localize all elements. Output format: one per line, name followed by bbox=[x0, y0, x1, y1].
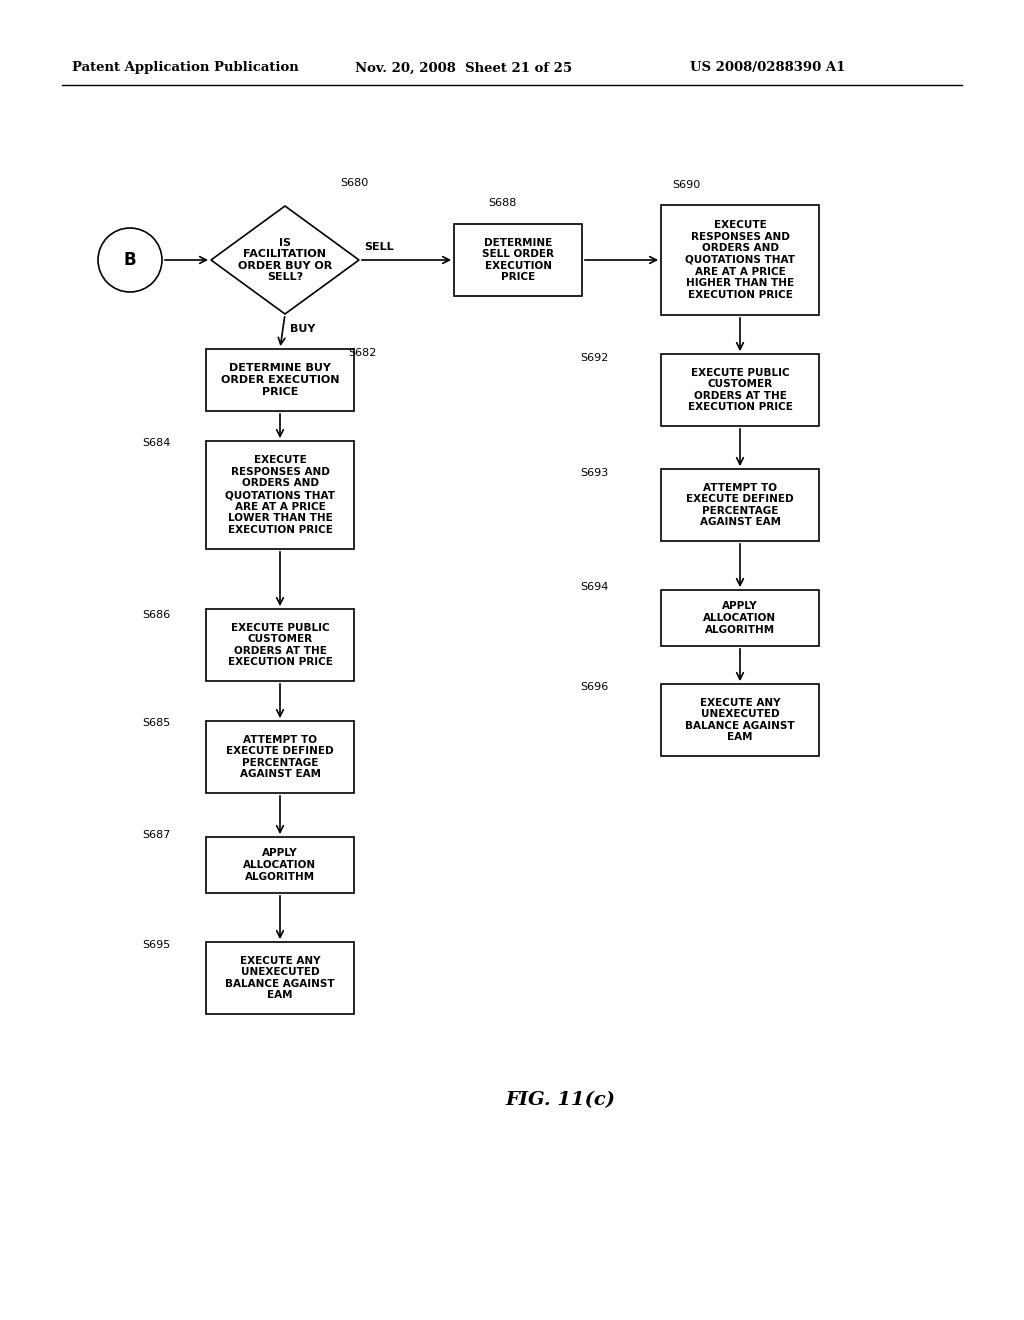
Text: S680: S680 bbox=[340, 178, 369, 187]
Bar bbox=[662, 684, 819, 756]
Text: IS
FACILITATION
ORDER BUY OR
SELL?: IS FACILITATION ORDER BUY OR SELL? bbox=[238, 238, 332, 282]
Bar bbox=[206, 721, 354, 793]
Bar bbox=[206, 348, 354, 411]
Polygon shape bbox=[211, 206, 359, 314]
Text: Patent Application Publication: Patent Application Publication bbox=[72, 62, 299, 74]
Bar bbox=[454, 224, 582, 296]
Bar bbox=[206, 609, 354, 681]
Text: S687: S687 bbox=[142, 830, 170, 840]
Text: APPLY
ALLOCATION
ALGORITHM: APPLY ALLOCATION ALGORITHM bbox=[703, 602, 776, 635]
Text: EXECUTE ANY
UNEXECUTED
BALANCE AGAINST
EAM: EXECUTE ANY UNEXECUTED BALANCE AGAINST E… bbox=[225, 956, 335, 1001]
Bar bbox=[662, 590, 819, 645]
Text: S688: S688 bbox=[488, 198, 516, 209]
Text: BUY: BUY bbox=[290, 323, 315, 334]
Bar bbox=[206, 441, 354, 549]
Bar bbox=[206, 837, 354, 894]
Text: ATTEMPT TO
EXECUTE DEFINED
PERCENTAGE
AGAINST EAM: ATTEMPT TO EXECUTE DEFINED PERCENTAGE AG… bbox=[226, 735, 334, 779]
Text: SELL: SELL bbox=[364, 242, 393, 252]
Bar bbox=[206, 942, 354, 1014]
Text: S694: S694 bbox=[580, 582, 608, 591]
Bar bbox=[662, 469, 819, 541]
Text: US 2008/0288390 A1: US 2008/0288390 A1 bbox=[690, 62, 846, 74]
Circle shape bbox=[98, 228, 162, 292]
Text: EXECUTE PUBLIC
CUSTOMER
ORDERS AT THE
EXECUTION PRICE: EXECUTE PUBLIC CUSTOMER ORDERS AT THE EX… bbox=[687, 367, 793, 412]
Text: EXECUTE ANY
UNEXECUTED
BALANCE AGAINST
EAM: EXECUTE ANY UNEXECUTED BALANCE AGAINST E… bbox=[685, 697, 795, 742]
Text: APPLY
ALLOCATION
ALGORITHM: APPLY ALLOCATION ALGORITHM bbox=[244, 849, 316, 882]
Text: DETERMINE
SELL ORDER
EXECUTION
PRICE: DETERMINE SELL ORDER EXECUTION PRICE bbox=[482, 238, 554, 282]
Text: S690: S690 bbox=[672, 180, 700, 190]
Text: EXECUTE PUBLIC
CUSTOMER
ORDERS AT THE
EXECUTION PRICE: EXECUTE PUBLIC CUSTOMER ORDERS AT THE EX… bbox=[227, 623, 333, 668]
Text: FIG. 11(c): FIG. 11(c) bbox=[505, 1092, 615, 1109]
Bar bbox=[662, 205, 819, 315]
Text: EXECUTE
RESPONSES AND
ORDERS AND
QUOTATIONS THAT
ARE AT A PRICE
HIGHER THAN THE
: EXECUTE RESPONSES AND ORDERS AND QUOTATI… bbox=[685, 220, 795, 300]
Text: S685: S685 bbox=[142, 718, 170, 729]
Text: ATTEMPT TO
EXECUTE DEFINED
PERCENTAGE
AGAINST EAM: ATTEMPT TO EXECUTE DEFINED PERCENTAGE AG… bbox=[686, 483, 794, 528]
Text: EXECUTE
RESPONSES AND
ORDERS AND
QUOTATIONS THAT
ARE AT A PRICE
LOWER THAN THE
E: EXECUTE RESPONSES AND ORDERS AND QUOTATI… bbox=[225, 455, 335, 535]
Text: S682: S682 bbox=[348, 348, 377, 358]
Text: S692: S692 bbox=[580, 352, 608, 363]
Text: S686: S686 bbox=[142, 610, 170, 620]
Bar bbox=[662, 354, 819, 426]
Text: DETERMINE BUY
ORDER EXECUTION
PRICE: DETERMINE BUY ORDER EXECUTION PRICE bbox=[221, 363, 339, 396]
Text: S696: S696 bbox=[580, 682, 608, 692]
Text: S695: S695 bbox=[142, 940, 170, 950]
Text: Nov. 20, 2008  Sheet 21 of 25: Nov. 20, 2008 Sheet 21 of 25 bbox=[355, 62, 572, 74]
Text: B: B bbox=[124, 251, 136, 269]
Text: S684: S684 bbox=[142, 438, 170, 447]
Text: S693: S693 bbox=[580, 469, 608, 478]
